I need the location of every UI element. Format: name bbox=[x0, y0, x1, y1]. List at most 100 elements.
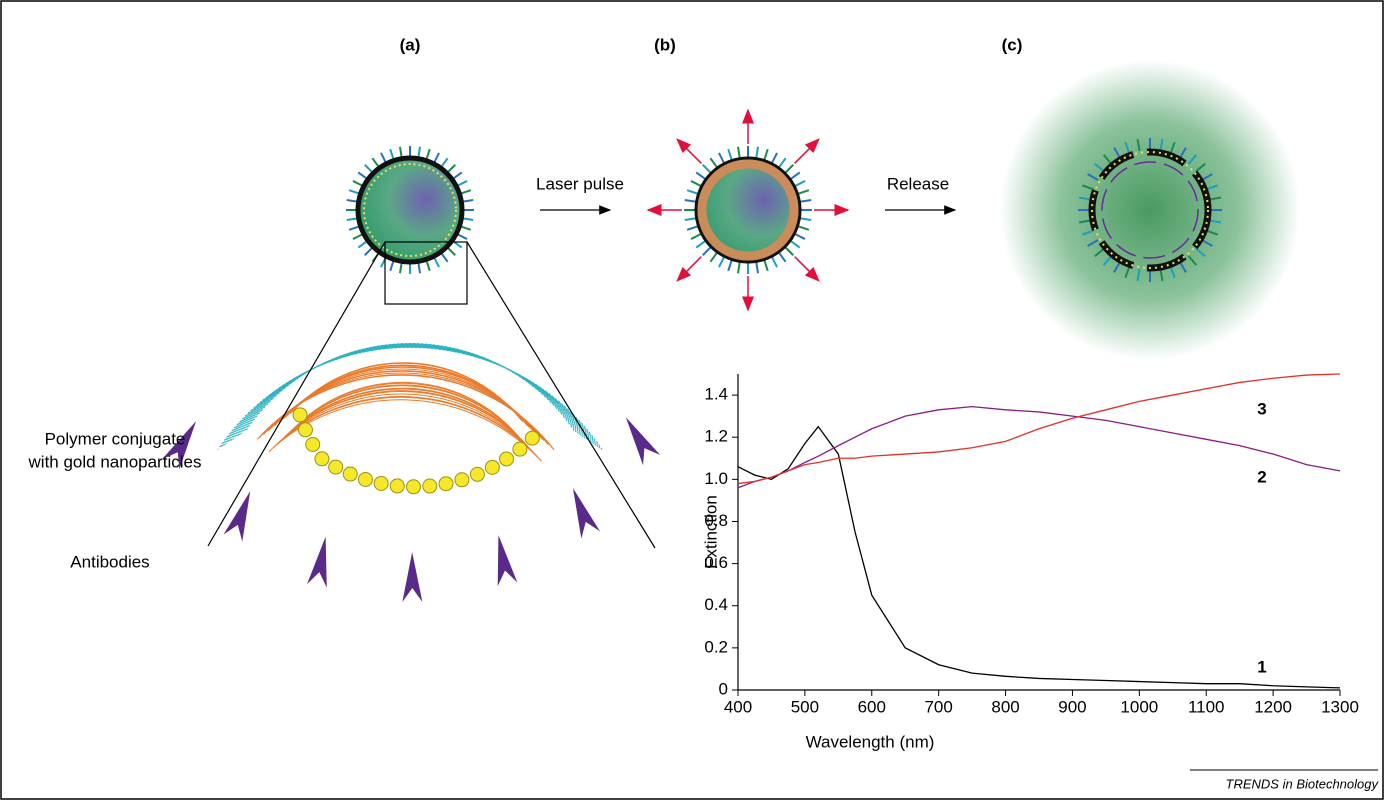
antibody bbox=[779, 158, 786, 168]
antibody bbox=[794, 181, 805, 186]
antibody bbox=[785, 247, 793, 255]
antibody bbox=[764, 149, 768, 160]
panel-label: (a) bbox=[400, 35, 421, 54]
heat-arrow bbox=[677, 257, 701, 281]
gold-nanoparticle bbox=[374, 476, 388, 490]
x-tick-label: 700 bbox=[924, 697, 952, 716]
heat-arrow bbox=[795, 257, 819, 281]
x-tick-label: 600 bbox=[858, 697, 886, 716]
antibody bbox=[797, 190, 808, 194]
x-tick-label: 1200 bbox=[1254, 697, 1292, 716]
antibody bbox=[703, 165, 711, 173]
antibody bbox=[756, 147, 758, 159]
gold-nanoparticle bbox=[329, 460, 343, 474]
series-label: 3 bbox=[1257, 399, 1266, 418]
y-tick-label: 0.2 bbox=[704, 637, 728, 656]
antibody bbox=[797, 226, 808, 230]
annotation: with gold nanoparticles bbox=[28, 452, 202, 471]
step-label: Laser pulse bbox=[536, 174, 624, 193]
gold-nanoparticle bbox=[525, 431, 539, 445]
antibody bbox=[728, 259, 732, 270]
antibody bbox=[685, 200, 697, 202]
antibody bbox=[799, 200, 811, 202]
antibody bbox=[794, 234, 805, 239]
gold-nanoparticle bbox=[513, 442, 527, 456]
annotation: Antibodies bbox=[70, 552, 149, 571]
gold-nanoparticle bbox=[439, 477, 453, 491]
page: (a) (b) (c) Laser pulse Release Polymer … bbox=[0, 0, 1384, 800]
gold-nanoparticle bbox=[306, 438, 320, 452]
gold-nanoparticle bbox=[293, 408, 307, 422]
gold-nanoparticle bbox=[470, 467, 484, 481]
antibody bbox=[710, 158, 717, 168]
figure: (a) (b) (c) Laser pulse Release Polymer … bbox=[0, 0, 1384, 800]
antibody-mark bbox=[489, 533, 518, 586]
gold-nanoparticle bbox=[343, 467, 357, 481]
footer: TRENDS in Biotechnology bbox=[1226, 776, 1380, 791]
series-label: 2 bbox=[1257, 467, 1266, 486]
series-line bbox=[738, 427, 1340, 688]
heat-arrow bbox=[677, 139, 701, 163]
x-tick-label: 1300 bbox=[1321, 697, 1359, 716]
gold-nanoparticle bbox=[298, 423, 312, 437]
antibody bbox=[790, 172, 800, 179]
nanoshell bbox=[696, 158, 800, 262]
panel-label: (c) bbox=[1002, 35, 1023, 54]
antibody bbox=[687, 190, 698, 194]
x-tick-label: 900 bbox=[1058, 697, 1086, 716]
antibody bbox=[696, 172, 706, 179]
y-tick-label: 0.6 bbox=[704, 553, 728, 572]
antibody-mark bbox=[307, 535, 335, 588]
step-label: Release bbox=[887, 174, 949, 193]
panel-label: (b) bbox=[654, 35, 676, 54]
antibody bbox=[687, 226, 698, 230]
antibody bbox=[738, 147, 740, 159]
gold-nanoparticle bbox=[315, 452, 329, 466]
y-tick-label: 0 bbox=[719, 679, 728, 698]
gold-nanoparticle bbox=[500, 452, 514, 466]
release-glow bbox=[1000, 60, 1300, 360]
antibody-mark bbox=[564, 485, 600, 539]
antibody bbox=[790, 241, 800, 248]
gold-nanoparticle bbox=[406, 480, 420, 494]
series-line bbox=[738, 374, 1340, 484]
x-tick-label: 1000 bbox=[1120, 697, 1158, 716]
gold-nanoparticle bbox=[358, 472, 372, 486]
gold-nanoparticle bbox=[423, 479, 437, 493]
antibody bbox=[756, 261, 758, 273]
gold-nanoparticle bbox=[485, 460, 499, 474]
antibody bbox=[719, 153, 724, 164]
y-tick-label: 1.2 bbox=[704, 427, 728, 446]
nanoshell bbox=[358, 158, 462, 262]
antibody bbox=[703, 247, 711, 255]
chart: Wavelength (nm) Extinction 00.20.40.60.8… bbox=[701, 374, 1358, 751]
y-tick-label: 1.4 bbox=[704, 385, 728, 404]
antibody bbox=[691, 234, 702, 239]
antibody bbox=[785, 165, 793, 173]
antibody bbox=[691, 181, 702, 186]
antibody-mark bbox=[224, 488, 260, 542]
y-tick-label: 1.0 bbox=[704, 469, 728, 488]
antibody bbox=[719, 256, 724, 267]
antibody-mark bbox=[402, 552, 422, 602]
antibody bbox=[779, 252, 786, 262]
lipid-layer bbox=[226, 346, 593, 444]
antibody bbox=[799, 218, 811, 220]
x-tick-label: 500 bbox=[791, 697, 819, 716]
antibody bbox=[685, 218, 697, 220]
lipid-layer bbox=[233, 345, 587, 439]
antibody bbox=[772, 256, 777, 267]
x-tick-label: 800 bbox=[991, 697, 1019, 716]
antibody bbox=[696, 241, 706, 248]
y-tick-label: 0.4 bbox=[704, 595, 728, 614]
antibody bbox=[710, 252, 717, 262]
antibody bbox=[772, 153, 777, 164]
antibody bbox=[738, 261, 740, 273]
series-label: 1 bbox=[1257, 657, 1266, 676]
heat-arrow bbox=[795, 139, 819, 163]
y-tick-label: 0.8 bbox=[704, 511, 728, 530]
gold-nanoparticle bbox=[455, 473, 469, 487]
annotation: Polymer conjugate bbox=[45, 429, 186, 448]
gold-nanoparticle bbox=[390, 479, 404, 493]
x-tick-label: 400 bbox=[724, 697, 752, 716]
